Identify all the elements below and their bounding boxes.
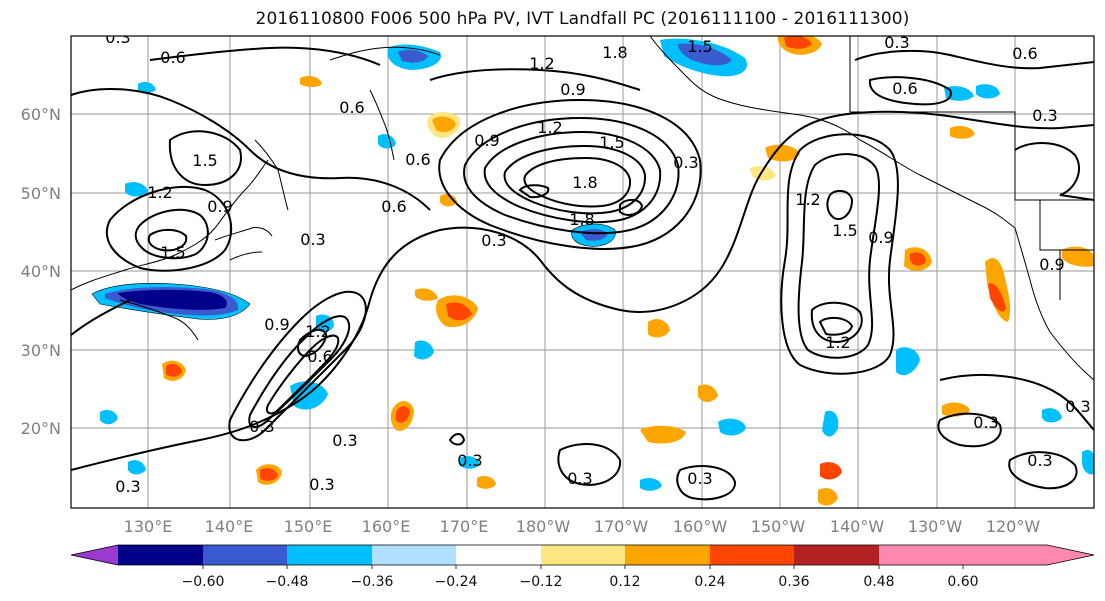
- contour-label: 0.3: [249, 417, 274, 436]
- contour-label: 1.2: [537, 118, 562, 137]
- colorbar-segment: [879, 545, 963, 565]
- contour-label: 0.9: [868, 228, 893, 247]
- contour-label: 0.3: [1027, 451, 1052, 470]
- colorbar-tick: 0.48: [863, 574, 894, 590]
- contour-label: 1.2: [825, 333, 850, 352]
- lon-label: 130°W: [908, 517, 963, 536]
- contour-label: 1.5: [192, 151, 217, 170]
- contour-label: 0.9: [474, 131, 499, 150]
- contour-label: 0.3: [973, 413, 998, 432]
- contour-label: 1.2: [529, 54, 554, 73]
- colorbar-segment: [625, 545, 710, 565]
- contour-label: 0.6: [1012, 44, 1037, 63]
- contour-label: 0.9: [560, 80, 585, 99]
- lon-label: 170°E: [440, 517, 489, 536]
- map-background: [71, 36, 1094, 508]
- colorbar-tick: −0.48: [266, 574, 309, 590]
- colorbar-segment: [287, 545, 372, 565]
- pv-contours: [71, 46, 1094, 501]
- colorbar-tick: −0.60: [182, 574, 225, 590]
- contour-label: 0.3: [687, 469, 712, 488]
- colorbar-tick: 0.12: [609, 574, 640, 590]
- lat-label: 40°N: [21, 262, 61, 281]
- contour-label: 0.9: [1039, 255, 1064, 274]
- contour-label: 0.3: [115, 477, 140, 496]
- colorbar-segment: [456, 545, 541, 565]
- contour-label: 0.6: [307, 347, 332, 366]
- lon-label: 140°E: [205, 517, 254, 536]
- contour-label: 0.3: [1032, 106, 1057, 125]
- contour-label: 1.2: [305, 322, 330, 341]
- colorbar-tick: −0.12: [520, 574, 563, 590]
- contour-label: 1.8: [602, 43, 627, 62]
- colorbar-extend-low: [71, 545, 118, 565]
- ivt-anomaly-fills: [92, 36, 1094, 506]
- contour-label: 1.5: [687, 37, 712, 56]
- longitude-labels: 130°E 140°E 150°E 160°E 170°E 180°W 170°…: [124, 517, 1041, 536]
- contour-label: 1.2: [147, 183, 172, 202]
- colorbar-ticks: −0.60 −0.48 −0.36 −0.24 −0.12 0.12 0.24 …: [182, 574, 979, 590]
- lon-label: 140°W: [830, 517, 885, 536]
- lon-label: 130°E: [124, 517, 173, 536]
- contour-label: 1.8: [569, 210, 594, 229]
- colorbar-segment: [541, 545, 625, 565]
- colorbar-tick: −0.24: [435, 574, 478, 590]
- lat-label: 20°N: [21, 419, 61, 438]
- coastlines: [71, 36, 1094, 381]
- gridlines: [71, 36, 1094, 508]
- colorbar-tick: 0.36: [778, 574, 809, 590]
- contour-labels: 0.3 0.6 0.6 0.6 0.6 1.2 1.8 0.9 1.5 0.9 …: [105, 28, 1090, 496]
- contour-label: 1.2: [795, 190, 820, 209]
- lon-label: 170°W: [594, 517, 649, 536]
- lat-label: 50°N: [21, 184, 61, 203]
- colorbar-segment: [794, 545, 879, 565]
- contour-label: 0.3: [457, 451, 482, 470]
- lon-label: 160°E: [362, 517, 411, 536]
- colorbar-segment: [118, 545, 203, 565]
- lon-label: 120°W: [986, 517, 1041, 536]
- colorbar: −0.60 −0.48 −0.36 −0.24 −0.12 0.12 0.24 …: [70, 544, 1095, 590]
- contour-label: 0.6: [405, 150, 430, 169]
- contour-label: 0.6: [160, 48, 185, 67]
- contour-label: 0.3: [481, 231, 506, 250]
- lon-label: 160°W: [673, 517, 728, 536]
- contour-label: 1.5: [599, 133, 624, 152]
- colorbar-segment: [203, 545, 287, 565]
- contour-label: 0.6: [381, 197, 406, 216]
- latitude-labels: 60°N 50°N 40°N 30°N 20°N: [21, 105, 61, 438]
- contour-label: 0.3: [884, 33, 909, 52]
- lat-label: 30°N: [21, 341, 61, 360]
- contour-label: 0.3: [332, 431, 357, 450]
- lon-label: 180°W: [516, 517, 571, 536]
- contour-label: 1.5: [160, 243, 185, 262]
- colorbar-segment: [372, 545, 456, 565]
- contour-label: 0.3: [300, 230, 325, 249]
- contour-label: 0.6: [339, 98, 364, 117]
- contour-label: 0.9: [207, 197, 232, 216]
- colorbar-segment: [710, 545, 794, 565]
- fill-outlines: [91, 223, 616, 320]
- lon-label: 150°E: [284, 517, 333, 536]
- map-frame: [70, 35, 1095, 509]
- contour-label: 0.6: [892, 79, 917, 98]
- contour-label: 0.9: [264, 315, 289, 334]
- colorbar-tick: 0.60: [947, 574, 978, 590]
- contour-label: 0.3: [673, 153, 698, 172]
- contour-label: 0.3: [1065, 397, 1090, 416]
- contour-label: 1.8: [572, 173, 597, 192]
- contour-label: 0.3: [309, 475, 334, 494]
- contour-label: 1.5: [832, 221, 857, 240]
- lat-label: 60°N: [21, 105, 61, 124]
- contour-label: 0.3: [567, 469, 592, 488]
- colorbar-tick: 0.24: [694, 574, 725, 590]
- colorbar-tick: −0.36: [351, 574, 394, 590]
- contour-label: 0.3: [105, 28, 130, 47]
- lon-label: 150°W: [751, 517, 806, 536]
- colorbar-extend-high: [963, 545, 1094, 565]
- map-title: 2016110800 F006 500 hPa PV, IVT Landfall…: [255, 9, 910, 29]
